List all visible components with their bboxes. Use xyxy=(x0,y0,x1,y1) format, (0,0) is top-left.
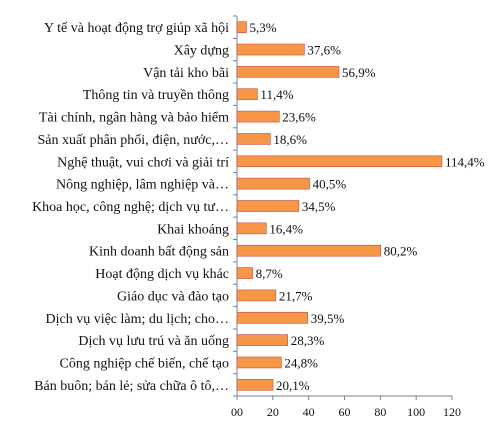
value-label: 8,7% xyxy=(256,266,283,281)
value-label: 5,3% xyxy=(249,20,276,35)
value-label: 23,6% xyxy=(282,110,316,125)
bar xyxy=(236,356,282,369)
category-label: Xây dựng xyxy=(174,44,229,59)
x-tick-label: 20 xyxy=(267,405,279,419)
bar xyxy=(236,200,300,212)
category-label: Khoa học, công nghệ; dịch vụ tư… xyxy=(32,200,229,215)
bar xyxy=(236,334,289,346)
value-label: 20,1% xyxy=(276,378,310,393)
x-tick-label: 80 xyxy=(374,405,386,419)
value-label: 18,6% xyxy=(273,132,307,147)
category-label: Vận tải kho bãi xyxy=(143,66,229,81)
bar xyxy=(236,289,277,302)
x-tick-label: 100 xyxy=(407,405,425,419)
x-tick-label: 120 xyxy=(443,405,461,419)
category-label: Sản xuất phân phối, điện, nước,… xyxy=(37,133,229,148)
value-label: 34,5% xyxy=(302,199,336,214)
bar xyxy=(236,43,305,56)
category-label: Dịch vụ việc làm; du lịch; cho… xyxy=(45,312,229,327)
bar xyxy=(236,222,267,235)
value-label: 16,4% xyxy=(269,221,303,236)
category-label: Hoạt động dịch vụ khác xyxy=(95,267,229,282)
category-label: Giáo dục và đào tạo xyxy=(117,289,229,304)
value-label: 24,8% xyxy=(284,355,318,370)
value-label: 39,5% xyxy=(311,311,345,326)
x-tick-label: 40 xyxy=(303,405,315,419)
category-label: Thông tin và truyền thông xyxy=(83,88,229,103)
category-label: Nghệ thuật, vui chơi và giải trí xyxy=(57,155,229,170)
bar xyxy=(236,177,310,190)
category-label: Công nghiệp chế biến, chế tạo xyxy=(59,356,229,371)
bar xyxy=(236,88,258,101)
value-label: 40,5% xyxy=(313,177,347,192)
bar xyxy=(236,110,280,123)
category-label: Y tế và hoạt động trợ giúp xã hội xyxy=(44,21,229,36)
category-label: Bán buôn; bán lẻ; sửa chữa ô tô,… xyxy=(34,379,229,394)
bar xyxy=(236,155,443,168)
bar xyxy=(236,379,274,391)
bars-group: Y tế và hoạt động trợ giúp xã hội 5,3% Xây… xyxy=(32,20,485,394)
bar xyxy=(236,66,340,78)
bar xyxy=(236,244,381,257)
x-tick-label: 00 xyxy=(231,405,243,419)
category-label: Kinh doanh bất động sản xyxy=(89,245,229,260)
x-axis-ticks: 00 20 40 60 80 100 120 xyxy=(231,15,461,419)
category-label: Nông nghiệp, lâm nghiệp và… xyxy=(56,178,229,193)
bar xyxy=(236,21,247,33)
value-label: 37,6% xyxy=(307,43,341,58)
value-label: 114,4% xyxy=(445,154,485,169)
category-label: Khai khoáng xyxy=(157,222,229,237)
value-label: 80,2% xyxy=(384,244,418,259)
value-label: 21,7% xyxy=(279,288,313,303)
value-label: 56,9% xyxy=(342,65,376,80)
value-label: 11,4% xyxy=(260,87,293,102)
bar xyxy=(236,133,271,145)
bar xyxy=(236,267,253,279)
category-label: Dịch vụ lưu trú và ăn uống xyxy=(78,334,229,349)
x-tick-label: 60 xyxy=(339,405,351,419)
bar xyxy=(236,311,309,324)
category-label: Tài chính, ngân hàng và bảo hiểm xyxy=(39,111,229,126)
value-label: 28,3% xyxy=(291,333,325,348)
